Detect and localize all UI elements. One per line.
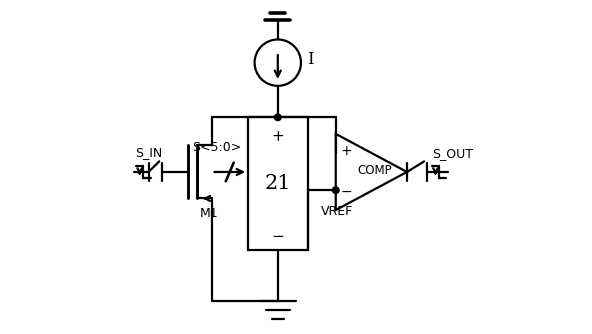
Text: VREF: VREF <box>321 205 353 218</box>
Text: +: + <box>340 144 352 158</box>
Text: +: + <box>271 129 284 144</box>
Text: COMP: COMP <box>358 164 392 177</box>
Circle shape <box>275 114 281 121</box>
Text: −: − <box>340 185 352 199</box>
Text: M1: M1 <box>200 207 218 220</box>
Circle shape <box>333 187 339 193</box>
Text: S_IN: S_IN <box>136 146 163 159</box>
Bar <box>248 117 308 250</box>
Text: S_OUT: S_OUT <box>432 147 473 160</box>
Text: 21: 21 <box>265 174 291 193</box>
Text: S<5:0>: S<5:0> <box>192 141 241 154</box>
Text: −: − <box>271 229 284 244</box>
Text: I: I <box>307 51 314 68</box>
